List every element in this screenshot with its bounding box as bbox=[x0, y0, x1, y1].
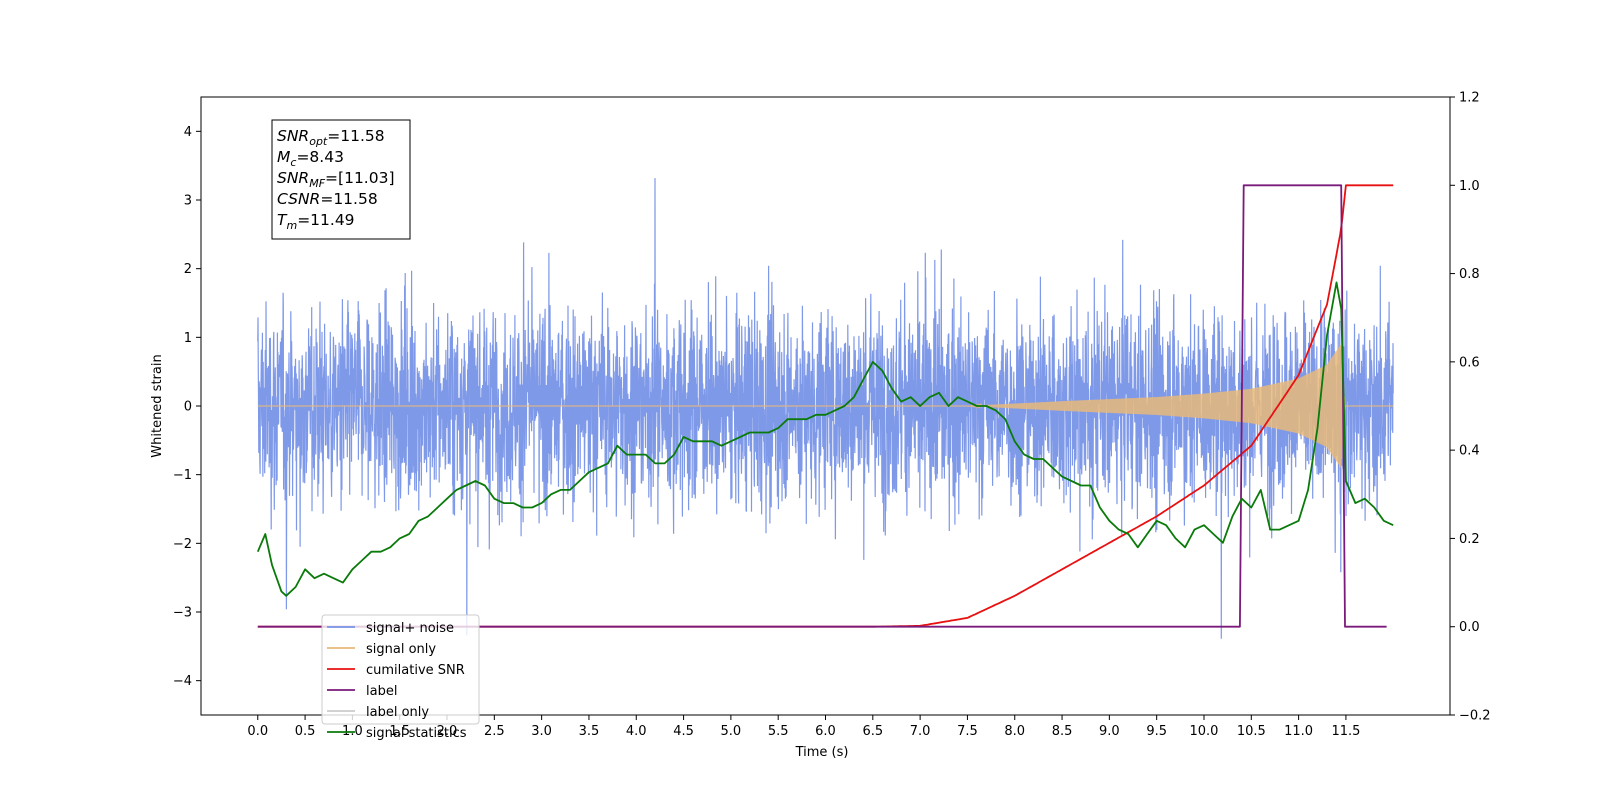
x-axis-ticks: 0.0 0.5 1.0 1.5 2.0 2.5 3.0 3.5 4.0 4.5 5.0 5.5 6.0 6… bbox=[247, 715, 1360, 739]
x-tick-label: 2.0 bbox=[437, 724, 458, 739]
x-tick-label: 3.0 bbox=[531, 724, 552, 739]
legend-entry: label bbox=[366, 684, 397, 699]
series-label bbox=[257, 184, 1387, 628]
y-tick-label: 0 bbox=[184, 400, 192, 415]
legend: signal+ noise signal only cumilative SNR la… bbox=[321, 614, 480, 741]
x-tick-label: 10.0 bbox=[1190, 724, 1219, 739]
x-tick-label: 0.5 bbox=[295, 724, 316, 739]
y-axis-label: Whitened strain bbox=[150, 354, 165, 457]
annotation-line: Tm=11.49 bbox=[277, 211, 355, 232]
x-axis-label: Time (s) bbox=[795, 745, 849, 760]
y-tick-label: 4 bbox=[184, 125, 192, 140]
y-tick-label: −2 bbox=[173, 537, 192, 552]
y2-axis-ticks: 1.2 1.0 0.8 0.6 0.4 0.2 0.0 −0.2 bbox=[1450, 91, 1491, 724]
label-line bbox=[257, 184, 1387, 628]
signal-statistics-line bbox=[256, 281, 1394, 597]
x-tick-label: 11.5 bbox=[1331, 724, 1360, 739]
x-tick-label: 0.0 bbox=[247, 724, 268, 739]
y2-tick-label: 0.4 bbox=[1459, 444, 1480, 459]
legend-frame bbox=[321, 614, 480, 725]
y-axis-ticks: 4 3 2 1 0 −1 −2 −3 −4 bbox=[173, 125, 201, 689]
annotation-line: SNRMF=[11.03] bbox=[277, 169, 395, 190]
x-tick-label: 7.0 bbox=[910, 724, 931, 739]
annotation-line: CSNR=11.58 bbox=[277, 190, 378, 208]
y2-tick-label: 1.2 bbox=[1459, 91, 1480, 106]
signal-only-line bbox=[257, 344, 1394, 468]
x-tick-label: 7.5 bbox=[957, 724, 978, 739]
legend-entry: signal statistics bbox=[366, 726, 467, 741]
y2-tick-label: 0.6 bbox=[1459, 355, 1480, 370]
series-signal-only bbox=[257, 344, 1394, 468]
y-tick-label: −1 bbox=[173, 468, 192, 483]
x-tick-label: 5.5 bbox=[768, 724, 789, 739]
y2-tick-label: −0.2 bbox=[1459, 709, 1491, 724]
x-tick-label: 9.0 bbox=[1099, 724, 1120, 739]
legend-entry: label only bbox=[366, 705, 429, 720]
y-tick-label: 2 bbox=[184, 262, 192, 277]
legend-entry: signal+ noise bbox=[366, 621, 454, 636]
annotation-line: Mc=8.43 bbox=[277, 148, 344, 169]
x-tick-label: 6.5 bbox=[862, 724, 883, 739]
annotation-frame bbox=[271, 119, 411, 240]
x-tick-label: 11.0 bbox=[1284, 724, 1313, 739]
x-tick-label: 4.0 bbox=[626, 724, 647, 739]
x-tick-label: 6.0 bbox=[815, 724, 836, 739]
x-tick-label: 9.5 bbox=[1146, 724, 1167, 739]
y-tick-label: 1 bbox=[184, 331, 192, 346]
y-tick-label: −3 bbox=[173, 606, 192, 621]
y2-tick-label: 0.8 bbox=[1459, 267, 1480, 282]
stats-annotation-box: SNRopt=11.58Mc=8.43SNRMF=[11.03]CSNR=11.… bbox=[271, 119, 411, 240]
x-tick-label: 8.5 bbox=[1052, 724, 1073, 739]
y-tick-label: 3 bbox=[184, 194, 192, 209]
y2-tick-label: 0.2 bbox=[1459, 532, 1480, 547]
x-tick-label: 2.5 bbox=[484, 724, 505, 739]
series-signal-plus-noise bbox=[257, 178, 1394, 639]
legend-entry: cumilative SNR bbox=[366, 663, 465, 678]
y2-tick-label: 1.0 bbox=[1459, 179, 1480, 194]
signal-plus-noise-line bbox=[257, 178, 1394, 639]
y2-tick-label: 0.0 bbox=[1459, 620, 1480, 635]
legend-entry: signal only bbox=[366, 642, 436, 657]
x-tick-label: 1.5 bbox=[389, 724, 410, 739]
x-tick-label: 4.5 bbox=[673, 724, 694, 739]
x-tick-label: 10.5 bbox=[1237, 724, 1266, 739]
x-tick-label: 8.0 bbox=[1004, 724, 1025, 739]
series-signal-statistics bbox=[256, 281, 1394, 597]
x-tick-label: 3.5 bbox=[579, 724, 600, 739]
x-tick-label: 5.0 bbox=[721, 724, 742, 739]
annotation-line: SNRopt=11.58 bbox=[277, 127, 385, 148]
y-tick-label: −4 bbox=[173, 674, 192, 689]
